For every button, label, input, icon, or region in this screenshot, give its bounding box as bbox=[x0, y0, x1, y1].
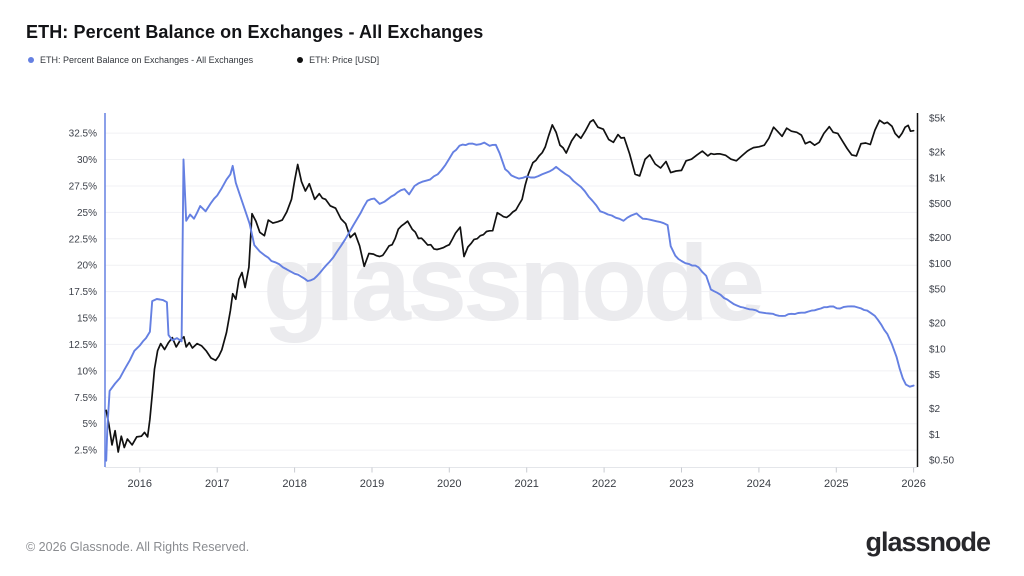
legend-item-price[interactable]: ETH: Price [USD] bbox=[297, 55, 379, 65]
right-axis-tick-label: $5k bbox=[929, 114, 946, 125]
percent-balance-line bbox=[105, 141, 915, 462]
right-axis-tick-label: $200 bbox=[929, 233, 952, 244]
legend-item-label: ETH: Percent Balance on Exchanges - All … bbox=[40, 55, 254, 65]
legend-item-label: ETH: Price [USD] bbox=[309, 55, 380, 65]
legend-dot-icon bbox=[28, 57, 34, 63]
left-axis-tick-label: 25% bbox=[77, 208, 97, 219]
left-axis-tick-label: 22.5% bbox=[69, 234, 97, 245]
chart-legend: ETH: Percent Balance on Exchanges - All … bbox=[28, 55, 379, 65]
left-axis-tick-label: 17.5% bbox=[69, 287, 97, 298]
right-axis-tick-label: $2k bbox=[929, 148, 946, 159]
x-axis-tick-label: 2023 bbox=[669, 478, 693, 490]
chart-title: ETH: Percent Balance on Exchanges - All … bbox=[26, 22, 484, 42]
watermark-glassnode: glassnode bbox=[263, 222, 762, 343]
left-axis-tick-label: 27.5% bbox=[69, 182, 97, 193]
right-axis-tick-label: $1k bbox=[929, 173, 946, 184]
right-axis-tick-label: $5 bbox=[929, 370, 941, 381]
x-axis-tick-label: 2025 bbox=[824, 478, 848, 490]
right-axis-tick-label: $50 bbox=[929, 285, 946, 296]
legend-item-percent-balance[interactable]: ETH: Percent Balance on Exchanges - All … bbox=[28, 55, 253, 65]
left-axis-tick-label: 32.5% bbox=[69, 129, 97, 140]
right-axis-tick-label: $100 bbox=[929, 259, 952, 270]
right-axis-tick-label: $1 bbox=[929, 430, 941, 441]
left-axis-tick-label: 2.5% bbox=[74, 446, 97, 457]
glassnode-logo: glassnode bbox=[865, 527, 991, 557]
x-axis-tick-label: 2018 bbox=[282, 478, 306, 490]
price-line bbox=[105, 119, 915, 453]
left-axis-tick-label: 12.5% bbox=[69, 340, 97, 351]
x-axis-tick-label: 2026 bbox=[901, 478, 925, 490]
left-axis-tick-label: 5% bbox=[83, 419, 98, 430]
x-axis-tick-label: 2017 bbox=[205, 478, 229, 490]
x-axis-tick-label: 2024 bbox=[747, 478, 771, 490]
right-axis-tick-label: $500 bbox=[929, 199, 952, 210]
x-axis-tick-label: 2019 bbox=[360, 478, 384, 490]
right-axis-tick-label: $20 bbox=[929, 319, 946, 330]
right-axis-tick-label: $2 bbox=[929, 404, 941, 415]
x-axis-tick-label: 2021 bbox=[514, 478, 538, 490]
left-axis-tick-label: 15% bbox=[77, 314, 97, 325]
left-axis-tick-label: 30% bbox=[77, 155, 97, 166]
legend-dot-icon bbox=[297, 57, 304, 63]
x-axis-tick-label: 2022 bbox=[592, 478, 616, 490]
left-axis-tick-label: 7.5% bbox=[74, 393, 97, 404]
copyright-text: © 2026 Glassnode. All Rights Reserved. bbox=[26, 540, 250, 554]
x-axis-tick-label: 2020 bbox=[437, 478, 461, 490]
right-axis-tick-label: $0.50 bbox=[929, 456, 954, 467]
x-axis-tick-label: 2016 bbox=[128, 478, 152, 490]
left-axis-tick-label: 20% bbox=[77, 261, 97, 272]
chart-plot-area[interactable] bbox=[105, 112, 918, 467]
right-axis-tick-label: $10 bbox=[929, 344, 946, 355]
left-axis-tick-label: 10% bbox=[77, 366, 97, 377]
